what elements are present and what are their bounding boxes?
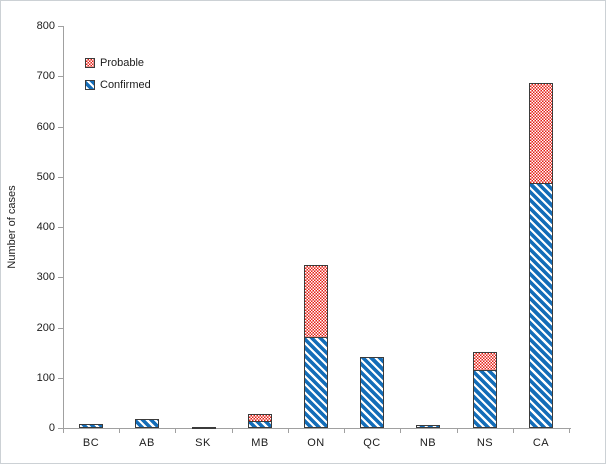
bar-segment-confirmed [473, 370, 497, 428]
x-tick [232, 429, 233, 433]
bar-segment-confirmed [416, 425, 440, 428]
probable-swatch-icon [85, 58, 95, 68]
bar-segment-probable [473, 352, 497, 371]
y-tick [58, 76, 63, 77]
bar-segment-probable [248, 414, 272, 422]
x-tick-label: MB [251, 437, 269, 449]
x-tick-label: BC [82, 437, 100, 449]
x-tick [457, 429, 458, 433]
x-tick-label: NS [476, 437, 494, 449]
y-tick [58, 378, 63, 379]
y-tick-label: 800 [36, 20, 55, 32]
x-tick-label: CA [532, 437, 550, 449]
x-tick-label: AB [139, 437, 155, 449]
bar-segment-confirmed [79, 424, 103, 428]
y-tick-label: 500 [36, 171, 55, 183]
bar-segment-confirmed [529, 183, 553, 428]
bar-segment-confirmed [248, 421, 272, 428]
legend-item-confirmed: Confirmed [85, 79, 151, 91]
legend-item-probable: Probable [85, 57, 151, 69]
x-tick [344, 429, 345, 433]
x-axis-line [63, 428, 571, 429]
y-tick [58, 227, 63, 228]
bar-segment-confirmed [192, 427, 216, 429]
y-tick-label: 600 [36, 121, 55, 133]
bar-segment-confirmed [135, 419, 159, 428]
y-tick-label: 200 [36, 322, 55, 334]
x-tick [119, 429, 120, 433]
y-tick-label: 0 [48, 422, 55, 434]
legend: Probable Confirmed [85, 57, 151, 101]
legend-label-probable: Probable [100, 57, 145, 69]
x-tick [400, 429, 401, 433]
bar-segment-probable [529, 83, 553, 184]
x-tick-label: NB [419, 437, 437, 449]
y-tick-label: 700 [36, 70, 55, 82]
x-tick-label: ON [307, 437, 325, 449]
x-tick-label: SK [195, 437, 211, 449]
y-tick [58, 277, 63, 278]
x-tick-label: QC [363, 437, 381, 449]
bar-segment-probable [304, 265, 328, 338]
x-tick [288, 429, 289, 433]
legend-label-confirmed: Confirmed [100, 79, 151, 91]
y-tick-label: 100 [36, 372, 55, 384]
bar-segment-confirmed [304, 337, 328, 428]
x-tick [569, 429, 570, 433]
y-tick [58, 26, 63, 27]
bar-segment-confirmed [360, 357, 384, 428]
y-axis-title: Number of cases [6, 185, 18, 269]
y-tick-label: 300 [36, 271, 55, 283]
confirmed-swatch-icon [85, 80, 95, 90]
y-tick [58, 428, 63, 429]
x-tick [175, 429, 176, 433]
x-tick [513, 429, 514, 433]
y-axis-line [63, 26, 64, 429]
y-tick [58, 177, 63, 178]
y-tick [58, 127, 63, 128]
y-tick-label: 400 [36, 221, 55, 233]
x-tick [63, 429, 64, 433]
y-tick [58, 328, 63, 329]
